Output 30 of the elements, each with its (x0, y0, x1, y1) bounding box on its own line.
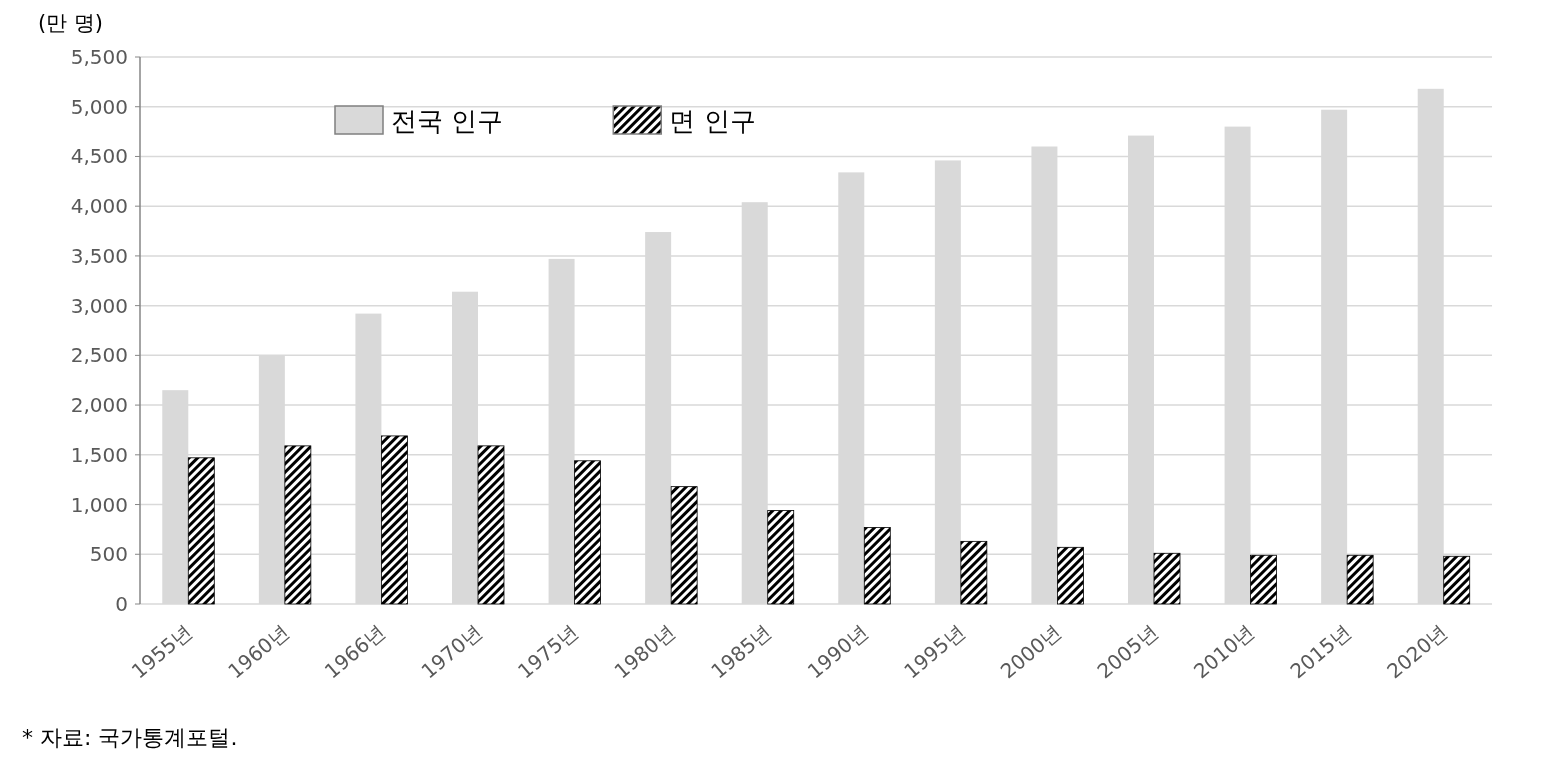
bar (1057, 546, 1084, 605)
bar (381, 435, 408, 605)
y-tick-label: 3,500 (70, 243, 128, 268)
bar (187, 457, 215, 605)
y-tick-label: 0 (115, 592, 128, 616)
y-tick-label: 1,500 (70, 442, 128, 467)
bar (477, 445, 505, 605)
bar (1153, 552, 1181, 605)
y-axis-title: (만 명) (38, 11, 104, 35)
bar (574, 460, 601, 605)
y-tick-label: 5,000 (70, 94, 128, 119)
y-tick-label: 4,500 (70, 144, 128, 169)
bar (670, 486, 698, 605)
bar (1443, 555, 1471, 605)
bar (960, 540, 988, 605)
y-tick-label: 5,500 (70, 45, 128, 69)
y-tick-label: 500 (89, 542, 128, 567)
bar (1250, 554, 1277, 605)
bar (1346, 554, 1374, 605)
y-tick-label: 3,000 (70, 293, 128, 318)
y-tick-label: 1,000 (70, 492, 128, 517)
legend-label: 면 인구 (669, 106, 756, 136)
y-tick-label: 2,000 (70, 393, 128, 418)
y-tick-label: 2,500 (70, 343, 128, 368)
text: * 자료: 국가통계포털. (22, 725, 238, 750)
bar (767, 510, 795, 605)
bar (863, 527, 891, 605)
bar (284, 445, 312, 605)
legend-label: 전국 인구 (391, 106, 504, 136)
y-tick-label: 4,000 (70, 194, 128, 219)
